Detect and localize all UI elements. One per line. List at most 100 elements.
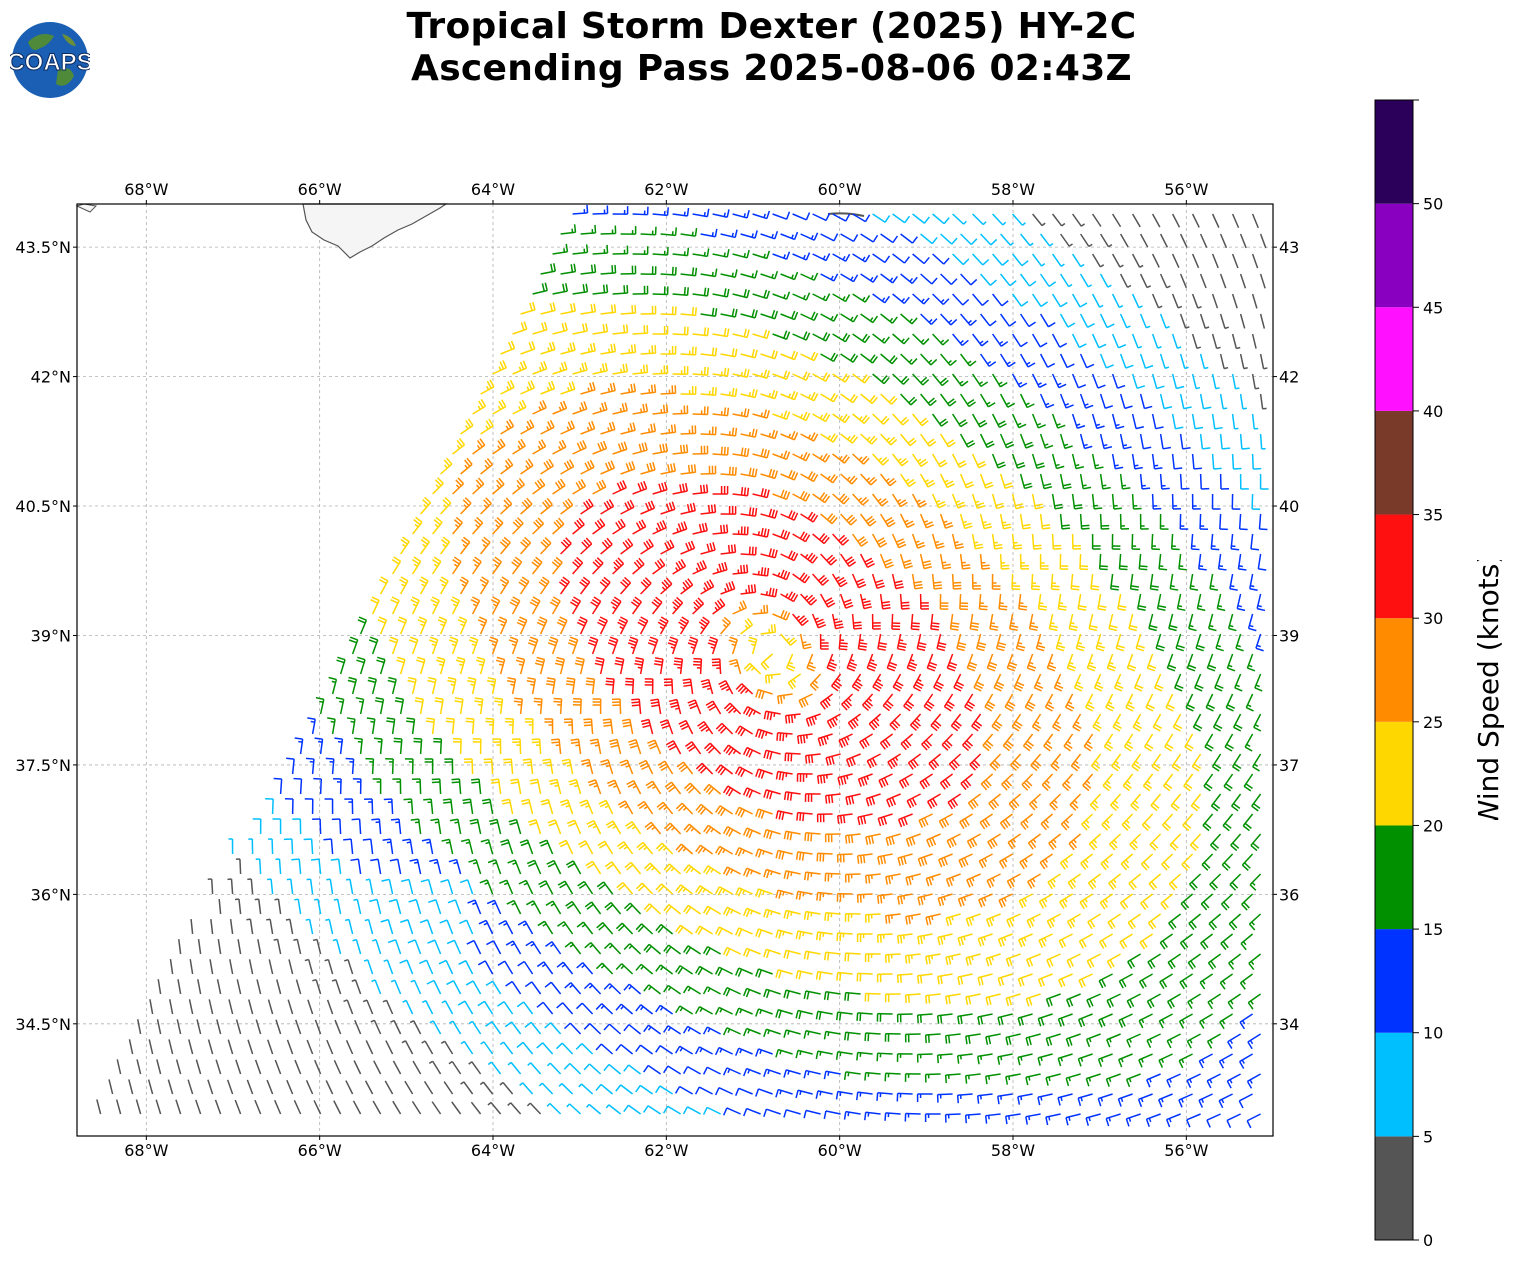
- wind-barb: [832, 493, 850, 505]
- barb-feather: [513, 700, 522, 703]
- wind-barb: [631, 698, 642, 715]
- barb-feather: [726, 288, 730, 297]
- barb-feather: [878, 642, 887, 646]
- barb-feather: [770, 624, 774, 633]
- wind-barb: [820, 433, 839, 443]
- wind-barb: [712, 288, 730, 298]
- wind-barb: [572, 440, 587, 455]
- wind-barb: [1191, 293, 1202, 309]
- barb-feather: [539, 616, 548, 622]
- barb-staff: [660, 508, 676, 515]
- barb-staff: [1234, 673, 1242, 689]
- barb-feather: [531, 341, 536, 350]
- wind-barb: [832, 253, 851, 262]
- wind-barb: [1188, 613, 1197, 632]
- barb-feather: [420, 576, 429, 582]
- barb-feather: [938, 642, 947, 646]
- wind-barb: [799, 633, 812, 650]
- wind-barb: [982, 733, 994, 752]
- barb-staff: [1019, 273, 1031, 287]
- barb-feather: [551, 561, 559, 568]
- barb-feather: [607, 642, 616, 647]
- wind-barb: [1156, 593, 1167, 612]
- wind-barb: [587, 636, 599, 655]
- wind-barb: [1091, 373, 1106, 389]
- wind-barb: [809, 673, 822, 691]
- barb-feather: [1086, 703, 1095, 710]
- wind-barb: [939, 473, 955, 489]
- barb-feather: [408, 676, 417, 681]
- wind-barb: [800, 552, 818, 564]
- barb-feather: [733, 544, 737, 553]
- wind-barb: [580, 303, 597, 315]
- barb-feather: [783, 450, 788, 459]
- wind-barb: [800, 593, 818, 606]
- barb-feather: [1054, 686, 1063, 692]
- wind-barb: [1179, 513, 1189, 530]
- barb-feather: [935, 499, 941, 503]
- barb-feather: [810, 472, 816, 481]
- wind-barb: [707, 636, 719, 655]
- barb-feather: [570, 601, 578, 607]
- barb-feather: [885, 477, 890, 482]
- wind-barb: [660, 266, 677, 276]
- wind-barb: [852, 333, 871, 344]
- barb-feather: [1250, 548, 1260, 551]
- wind-barb: [1199, 233, 1208, 248]
- barb-feather: [1247, 667, 1256, 672]
- barb-feather: [802, 371, 808, 380]
- sable-island: [827, 212, 865, 217]
- barb-feather: [811, 682, 819, 689]
- wind-barb: [899, 473, 917, 488]
- wind-barb: [540, 419, 555, 435]
- wind-barb: [712, 598, 726, 615]
- barb-staff: [1204, 733, 1214, 748]
- barb-feather: [633, 383, 637, 392]
- wind-barb: [460, 536, 471, 555]
- barb-staff: [951, 413, 962, 428]
- barb-feather: [1162, 446, 1172, 450]
- barb-staff: [572, 212, 588, 215]
- wind-barb: [1119, 513, 1130, 530]
- wind-barb: [509, 596, 521, 615]
- barb-staff: [879, 593, 884, 609]
- barb-feather: [1037, 424, 1046, 429]
- barb-feather: [925, 739, 933, 747]
- barb-feather: [508, 419, 515, 427]
- barb-staff: [1253, 713, 1262, 728]
- barb-staff: [1179, 393, 1185, 409]
- barb-feather: [1184, 746, 1193, 752]
- barb-feather: [413, 519, 421, 526]
- wind-barb: [971, 453, 987, 469]
- barb-feather: [586, 426, 590, 432]
- barb-staff: [1015, 633, 1022, 649]
- barb-staff: [1039, 513, 1044, 529]
- barb-feather: [1163, 405, 1173, 410]
- wind-barb: [1071, 213, 1085, 227]
- barb-staff: [479, 699, 484, 715]
- barb-feather: [1028, 321, 1036, 328]
- barb-feather: [1021, 260, 1029, 267]
- barb-feather: [779, 732, 782, 742]
- wind-barb: [427, 676, 437, 695]
- barb-feather: [740, 411, 743, 416]
- wind-barb: [393, 737, 403, 755]
- wind-barb: [480, 497, 492, 515]
- barb-staff: [1091, 253, 1101, 268]
- barb-feather: [1032, 725, 1040, 732]
- wind-barb: [1051, 333, 1068, 348]
- barb-staff: [612, 563, 625, 575]
- barb-feather: [1075, 721, 1080, 725]
- wind-barb: [812, 533, 830, 545]
- wind-barb: [1231, 293, 1238, 309]
- barb-feather: [805, 372, 811, 381]
- wind-barb: [524, 718, 534, 735]
- barb-feather: [810, 432, 816, 440]
- barb-feather: [592, 342, 596, 351]
- barb-feather: [605, 677, 615, 680]
- wind-barb: [612, 518, 626, 535]
- barb-feather: [615, 656, 624, 661]
- barb-feather: [1082, 484, 1087, 487]
- barb-feather: [754, 230, 758, 239]
- barb-feather: [587, 642, 596, 647]
